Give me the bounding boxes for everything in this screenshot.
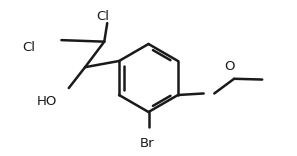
Text: Cl: Cl [22, 41, 35, 54]
Text: Br: Br [140, 137, 154, 150]
Text: O: O [225, 60, 235, 73]
Text: HO: HO [36, 95, 57, 108]
Text: Cl: Cl [96, 10, 109, 23]
